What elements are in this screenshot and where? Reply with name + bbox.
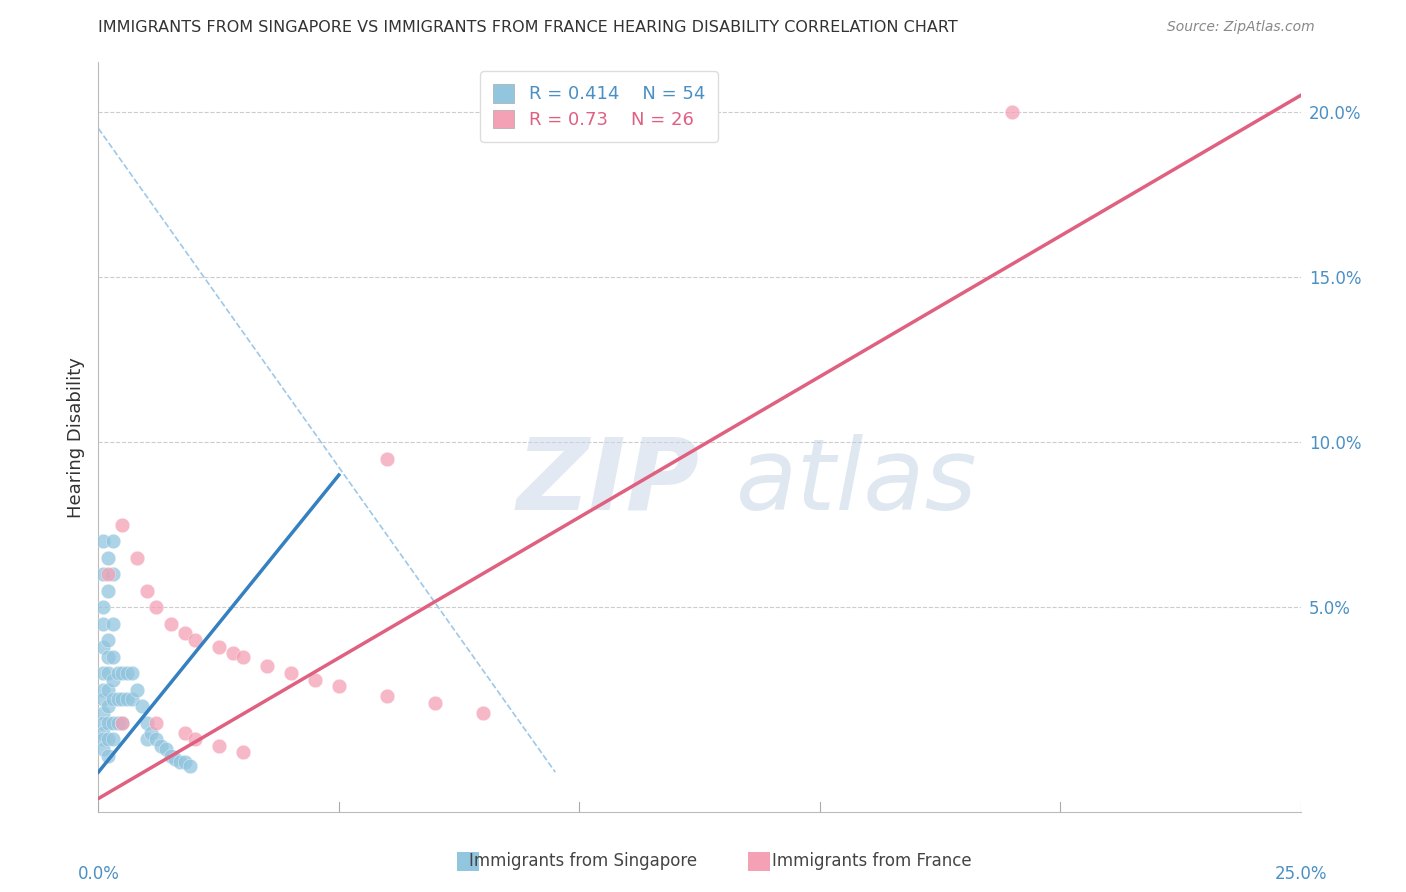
Point — [111, 692, 134, 706]
Point — [101, 616, 124, 631]
Point — [91, 567, 114, 582]
Point — [183, 633, 205, 648]
Point — [117, 666, 139, 681]
Point — [222, 646, 245, 660]
Point — [91, 600, 114, 615]
Point — [155, 742, 177, 756]
Point — [135, 732, 157, 747]
Point — [107, 666, 129, 681]
Point — [91, 725, 114, 739]
Point — [97, 666, 120, 681]
Point — [101, 692, 124, 706]
Point — [135, 715, 157, 730]
Point — [97, 567, 120, 582]
Point — [111, 517, 134, 532]
Point — [375, 451, 398, 466]
Text: Immigrants from France: Immigrants from France — [772, 852, 972, 870]
Point — [91, 706, 114, 720]
Point — [472, 706, 495, 720]
Point — [111, 715, 134, 730]
Text: 0.0%: 0.0% — [77, 864, 120, 882]
Y-axis label: Hearing Disability: Hearing Disability — [66, 357, 84, 517]
Point — [101, 715, 124, 730]
Point — [159, 748, 181, 763]
Point — [135, 583, 157, 598]
Legend: R = 0.414    N = 54, R = 0.73    N = 26: R = 0.414 N = 54, R = 0.73 N = 26 — [479, 71, 718, 142]
Point — [91, 666, 114, 681]
Point — [101, 649, 124, 664]
Text: 25.0%: 25.0% — [1274, 864, 1327, 882]
Text: atlas: atlas — [735, 434, 977, 531]
Text: ZIP: ZIP — [516, 434, 700, 531]
Point — [183, 732, 205, 747]
Point — [91, 616, 114, 631]
Point — [179, 758, 201, 772]
Point — [101, 673, 124, 687]
Point — [145, 600, 167, 615]
Point — [423, 696, 446, 710]
Point — [91, 715, 114, 730]
Point — [97, 748, 120, 763]
Point — [91, 742, 114, 756]
Point — [131, 699, 153, 714]
Point — [117, 692, 139, 706]
Point — [107, 692, 129, 706]
Point — [121, 666, 143, 681]
Point — [125, 682, 148, 697]
Point — [141, 725, 163, 739]
Point — [97, 715, 120, 730]
Point — [91, 682, 114, 697]
Point — [159, 616, 181, 631]
Point — [256, 659, 278, 673]
Point — [145, 715, 167, 730]
Point — [111, 666, 134, 681]
Point — [375, 689, 398, 703]
Point — [174, 626, 197, 640]
Point — [1001, 105, 1024, 120]
Text: IMMIGRANTS FROM SINGAPORE VS IMMIGRANTS FROM FRANCE HEARING DISABILITY CORRELATI: IMMIGRANTS FROM SINGAPORE VS IMMIGRANTS … — [98, 20, 957, 35]
Point — [101, 567, 124, 582]
Point — [97, 583, 120, 598]
Point — [97, 550, 120, 565]
Point — [91, 534, 114, 549]
Point — [232, 745, 254, 759]
Text: Source: ZipAtlas.com: Source: ZipAtlas.com — [1167, 20, 1315, 34]
Point — [91, 640, 114, 654]
Point — [125, 550, 148, 565]
Point — [97, 649, 120, 664]
Point — [304, 673, 326, 687]
Point — [101, 534, 124, 549]
Point — [97, 732, 120, 747]
Point — [208, 739, 231, 753]
Point — [328, 679, 350, 693]
Point — [208, 640, 231, 654]
Point — [121, 692, 143, 706]
Point — [169, 755, 191, 769]
Point — [101, 732, 124, 747]
Point — [107, 715, 129, 730]
Point — [97, 633, 120, 648]
Point — [91, 692, 114, 706]
Point — [97, 699, 120, 714]
Point — [165, 752, 187, 766]
Point — [174, 755, 197, 769]
Point — [145, 732, 167, 747]
Text: Immigrants from Singapore: Immigrants from Singapore — [470, 852, 697, 870]
Point — [91, 732, 114, 747]
Point — [174, 725, 197, 739]
Point — [149, 739, 172, 753]
Point — [111, 715, 134, 730]
Point — [232, 649, 254, 664]
Point — [280, 666, 302, 681]
Point — [97, 682, 120, 697]
